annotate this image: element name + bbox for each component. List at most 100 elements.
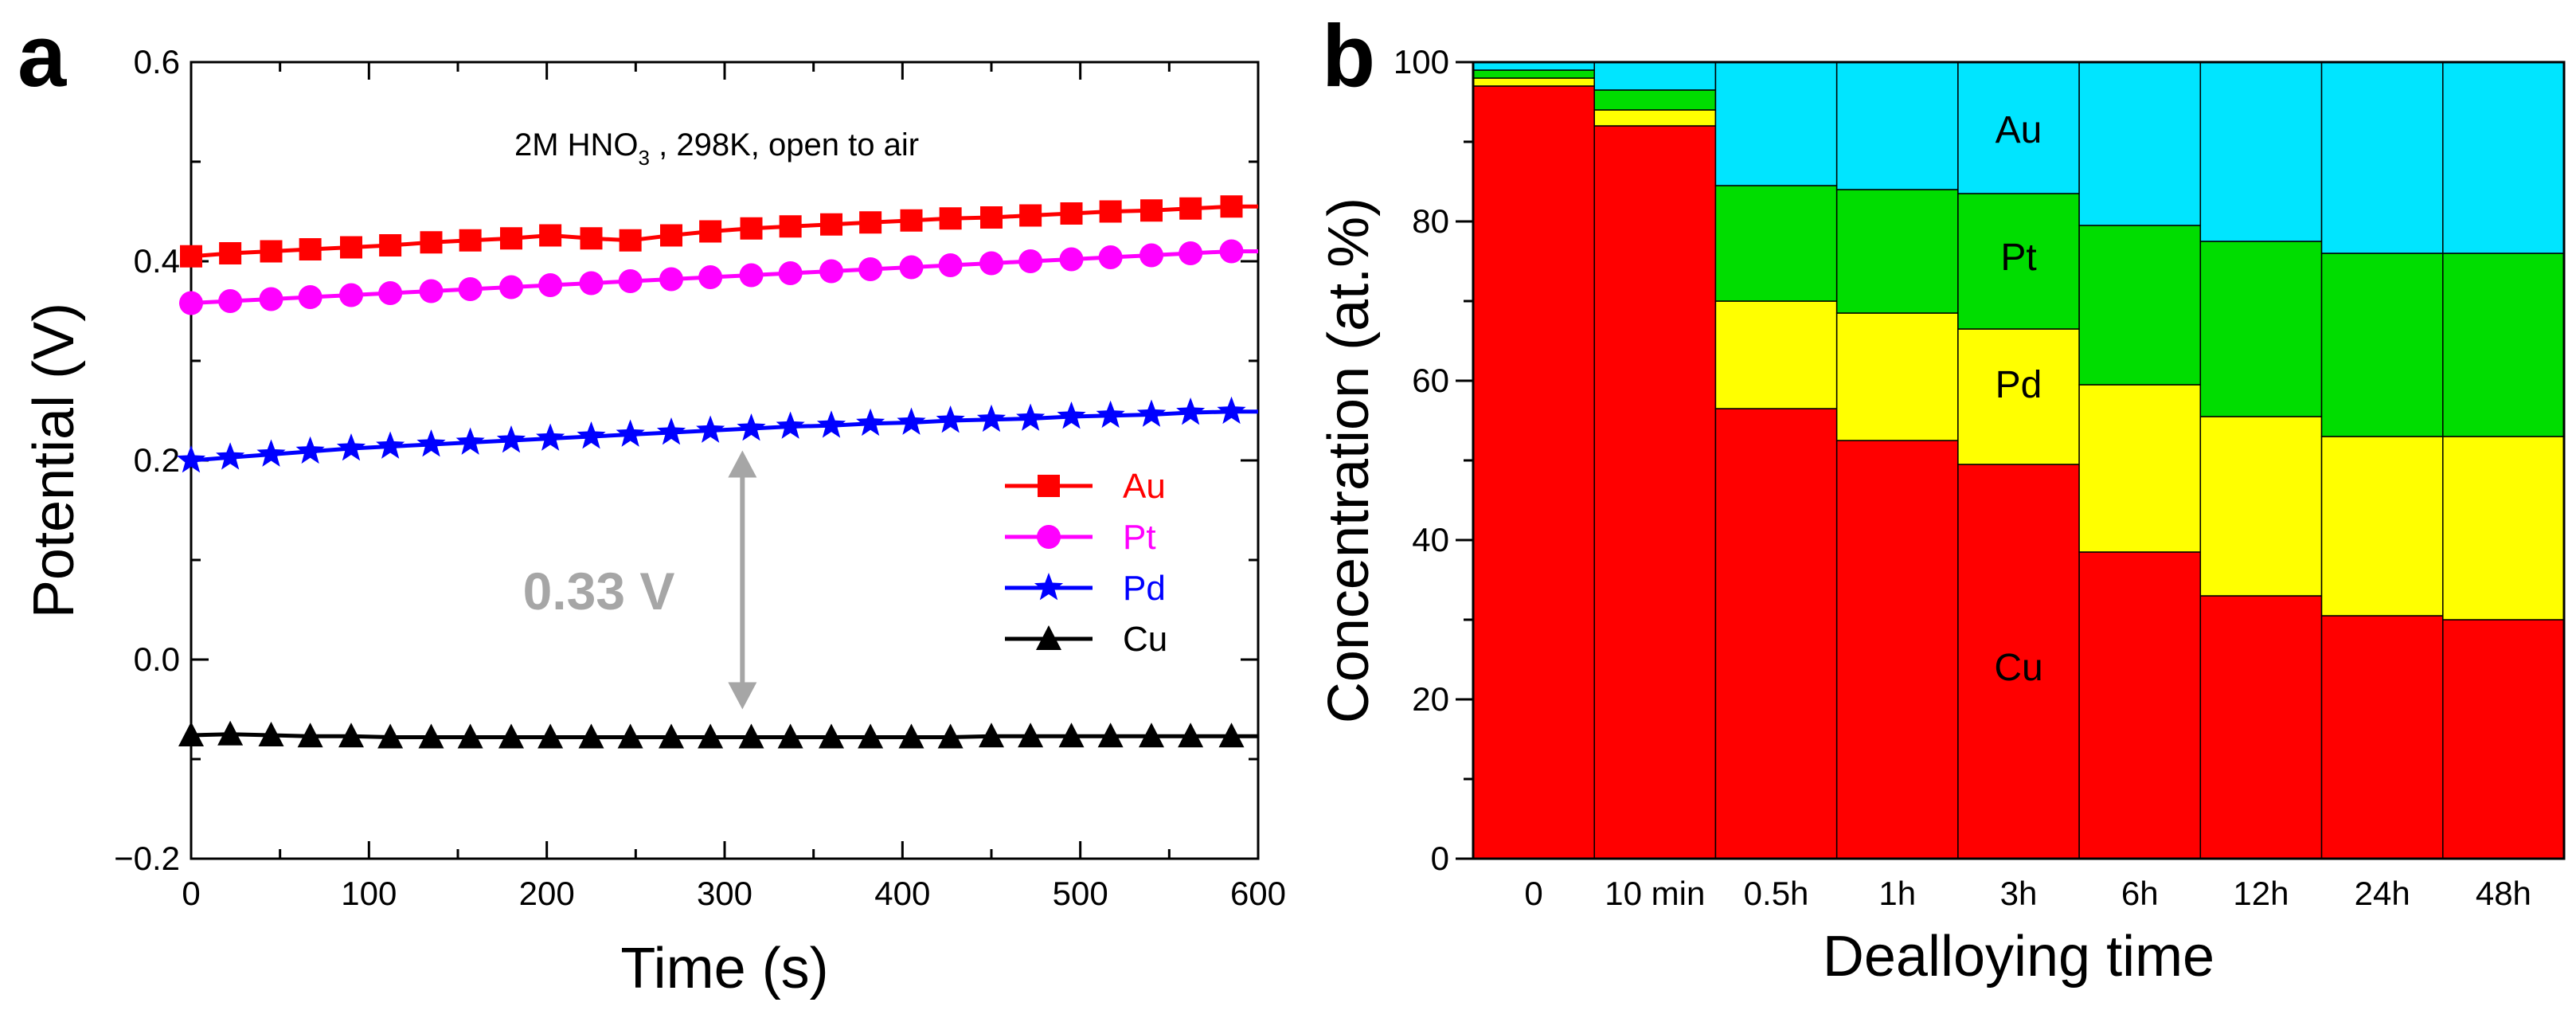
bar-segment-cu bbox=[2442, 619, 2565, 859]
panel-b-label: b bbox=[1322, 7, 1375, 105]
inline-label-au: Au bbox=[1996, 109, 2042, 151]
gap-arrow-head-down bbox=[728, 682, 757, 710]
data-point-pd bbox=[1217, 396, 1246, 425]
data-point-pt bbox=[899, 255, 924, 280]
data-point-pd bbox=[1136, 399, 1167, 427]
data-point-pt bbox=[339, 283, 363, 307]
data-point-cu bbox=[858, 723, 884, 749]
data-point-pd bbox=[776, 411, 805, 439]
data-point-pt bbox=[739, 263, 764, 288]
data-point-cu bbox=[1058, 722, 1085, 748]
legend-marker bbox=[1037, 525, 1061, 549]
data-point-pd bbox=[416, 429, 446, 457]
data-point-pt bbox=[1098, 245, 1123, 269]
data-point-pd bbox=[295, 436, 325, 464]
data-point-pt bbox=[218, 289, 243, 313]
panel-a-legend: Au Pt Pd Cu bbox=[1005, 467, 1167, 659]
data-point-pt bbox=[579, 271, 604, 296]
category-label: 48h bbox=[2476, 875, 2531, 912]
series-cu bbox=[178, 720, 1258, 749]
data-point-pd bbox=[656, 417, 686, 445]
bar-stack-24h bbox=[2320, 61, 2444, 859]
data-point-pt bbox=[1059, 247, 1084, 272]
panel-b-y-axis-title: Concentration (at.%) bbox=[1317, 198, 1381, 723]
bar-stack-3h bbox=[1957, 61, 2080, 859]
panel-b-y-tick-labels: 0 20 40 60 80 100 bbox=[1394, 43, 1449, 877]
data-point-pt bbox=[499, 275, 523, 300]
data-point-au bbox=[619, 229, 642, 252]
data-point-pd bbox=[936, 405, 965, 433]
series-pt bbox=[179, 239, 1258, 315]
panel-b-ticks bbox=[1456, 61, 1473, 860]
bar-segment-pt bbox=[2442, 253, 2565, 437]
data-point-pt bbox=[618, 269, 643, 293]
data-point-pd bbox=[455, 427, 485, 455]
data-point-cu bbox=[738, 723, 764, 749]
y-tick-label: 60 bbox=[1412, 362, 1449, 399]
bar-segment-pt bbox=[2078, 225, 2202, 386]
bar-segment-pd bbox=[2442, 436, 2565, 621]
data-point-pt bbox=[698, 265, 723, 289]
bar-segment-pd bbox=[1714, 300, 1838, 409]
data-point-pd bbox=[737, 413, 766, 441]
data-point-au bbox=[500, 227, 522, 250]
data-point-pt bbox=[659, 267, 683, 292]
data-point-cu bbox=[659, 723, 684, 749]
panel-a-y-axis-title: Potential (V) bbox=[22, 303, 86, 618]
inline-label-pd: Pd bbox=[1996, 364, 2042, 406]
data-point-au bbox=[580, 227, 603, 250]
category-label: 10 min bbox=[1605, 875, 1705, 912]
data-point-pd bbox=[616, 419, 645, 447]
x-tick-label: 100 bbox=[341, 875, 397, 912]
data-point-pt bbox=[858, 257, 883, 281]
data-point-pt bbox=[378, 281, 403, 305]
data-point-pd bbox=[256, 439, 286, 467]
data-point-au bbox=[900, 209, 923, 232]
data-point-cu bbox=[898, 723, 924, 749]
data-point-cu bbox=[617, 723, 643, 749]
bar-stack-10-min bbox=[1593, 61, 1717, 859]
data-point-au bbox=[699, 220, 722, 243]
bar-segment-cu bbox=[1593, 125, 1717, 859]
data-point-pd bbox=[1176, 397, 1206, 425]
x-tick-label: 200 bbox=[519, 875, 575, 912]
data-point-cu bbox=[979, 722, 1004, 748]
panel-a-x-tick-labels: 0 100 200 300 400 500 600 bbox=[182, 875, 1286, 912]
bar-segment-cu bbox=[2199, 595, 2323, 859]
bar-segment-au bbox=[2442, 61, 2565, 254]
panel-b: b 0 20 40 60 80 100 0 10 min 0.5h 1h 3h 6h 12h 24h 48… bbox=[1317, 7, 2566, 989]
data-point-pd bbox=[976, 404, 1007, 433]
data-point-pd bbox=[577, 421, 606, 449]
data-point-au bbox=[180, 245, 202, 268]
category-label: 0 bbox=[1524, 875, 1542, 912]
bar-segment-cu bbox=[1835, 440, 1959, 859]
data-point-cu bbox=[297, 722, 323, 748]
data-point-cu bbox=[1097, 722, 1124, 748]
x-tick-label: 600 bbox=[1230, 875, 1286, 912]
x-tick-label: 0 bbox=[182, 875, 200, 912]
panel-b-inline-labels: Au Pt Pd Cu bbox=[1994, 109, 2042, 689]
data-point-au bbox=[420, 231, 443, 254]
potential-gap-arrow bbox=[728, 450, 757, 710]
data-point-cu bbox=[498, 723, 524, 749]
bar-segment-pd bbox=[2078, 384, 2202, 553]
panel-a-x-axis-title: Time (s) bbox=[620, 937, 828, 1000]
data-point-pd bbox=[216, 442, 245, 470]
data-point-au bbox=[1099, 200, 1122, 223]
bar-segment-au bbox=[1593, 61, 1717, 91]
panel-a-conditions-annotation: 2M HNO3 , 298K, open to air bbox=[514, 127, 919, 170]
legend-marker bbox=[1034, 573, 1064, 601]
panel-b-stacked-bars bbox=[1472, 61, 2565, 859]
data-point-pt bbox=[419, 279, 444, 303]
bar-stack-0.5h bbox=[1714, 61, 1838, 859]
data-point-cu bbox=[418, 723, 444, 749]
y-tick-label: 100 bbox=[1394, 43, 1449, 80]
y-tick-label: 0.2 bbox=[134, 441, 180, 479]
data-point-au bbox=[859, 211, 882, 234]
data-point-au bbox=[1179, 197, 1202, 220]
bar-segment-cu bbox=[1957, 464, 2080, 859]
data-point-au bbox=[820, 213, 842, 236]
panel-a-series bbox=[176, 195, 1258, 749]
y-tick-label: 40 bbox=[1412, 521, 1449, 558]
